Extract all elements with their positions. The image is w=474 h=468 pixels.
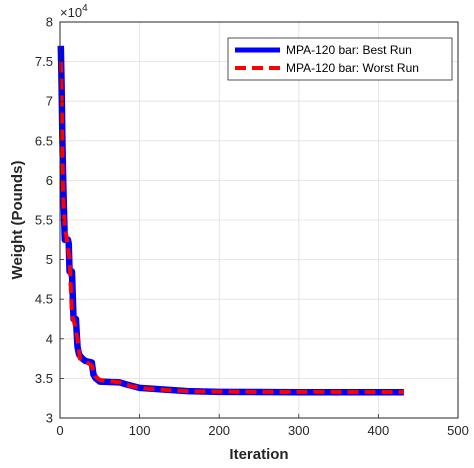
x-tick-label: 100 <box>129 423 151 438</box>
legend-box <box>227 37 453 81</box>
y-tick-label: 3.5 <box>35 371 53 386</box>
y-tick-label: 6 <box>46 173 53 188</box>
y-multiplier-base: ×10 <box>60 5 82 20</box>
y-tick-label: 7.5 <box>35 54 53 69</box>
ticks: 0 100 200 300 400 500 3 3.5 4 4.5 5 5.5 6 6.5 7 7.5 8 <box>35 15 469 439</box>
x-axis-title: Iteration <box>229 446 288 463</box>
x-tick-label: 500 <box>447 423 469 438</box>
y-tick-label: 3 <box>46 411 53 426</box>
legend: MPA-120 bar: Best Run MPA-120 bar: Worst… <box>227 37 453 81</box>
x-tick-label: 200 <box>208 423 230 438</box>
y-multiplier-label: ×104 <box>60 3 88 20</box>
grid <box>59 21 459 419</box>
y-tick-label: 4.5 <box>35 292 53 307</box>
y-multiplier-exponent: 4 <box>82 3 88 14</box>
x-tick-label: 0 <box>56 423 63 438</box>
x-tick-label: 300 <box>288 423 310 438</box>
y-tick-label: 6.5 <box>35 133 53 148</box>
plot-lines <box>57 45 404 396</box>
y-tick-label: 5 <box>46 252 53 267</box>
y-axis-title: Weight (Pounds) <box>9 161 26 280</box>
y-tick-label: 8 <box>46 15 53 30</box>
y-tick-label: 4 <box>46 331 53 346</box>
y-tick-label: 5.5 <box>35 213 53 228</box>
legend-label-best-run: MPA-120 bar: Best Run <box>286 43 412 57</box>
legend-label-worst-run: MPA-120 bar: Worst Run <box>286 61 419 75</box>
x-tick-label: 400 <box>368 423 390 438</box>
y-tick-label: 7 <box>46 94 53 109</box>
